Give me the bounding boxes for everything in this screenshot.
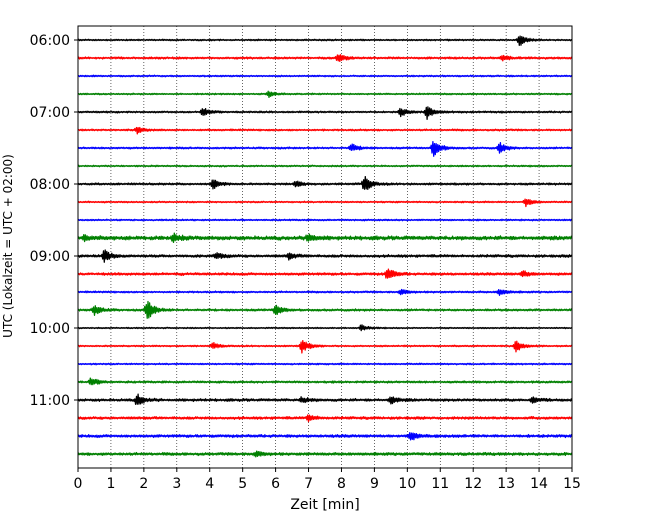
trace-line xyxy=(77,249,573,263)
y-tick-label: 07:00 xyxy=(30,105,70,121)
x-tick-label: 13 xyxy=(497,476,515,492)
x-axis-label: Zeit [min] xyxy=(290,497,359,513)
trace-line xyxy=(77,35,573,46)
x-tick-label: 0 xyxy=(74,476,83,492)
x-tick-label: 7 xyxy=(304,476,313,492)
x-tick-label: 12 xyxy=(464,476,482,492)
x-tick-label: 1 xyxy=(106,476,115,492)
trace-line xyxy=(77,324,573,332)
trace-line xyxy=(77,300,573,319)
trace-line xyxy=(77,288,573,296)
x-tick-label: 4 xyxy=(205,476,214,492)
trace-line xyxy=(77,450,573,458)
trace-line xyxy=(77,340,573,354)
trace-line xyxy=(77,432,573,441)
trace-line xyxy=(77,74,573,78)
trace-line xyxy=(77,90,573,99)
x-tick-label: 15 xyxy=(563,476,581,492)
y-axis-label: UTC (Lokalzeit = UTC + 02:00) xyxy=(1,154,15,338)
trace-line xyxy=(77,414,573,423)
y-tick-label: 08:00 xyxy=(30,177,70,193)
x-tick-label: 10 xyxy=(398,476,416,492)
x-tick-label: 14 xyxy=(530,476,548,492)
trace-line xyxy=(77,126,573,135)
trace-line xyxy=(77,175,573,190)
trace-line xyxy=(77,232,573,244)
trace-line xyxy=(77,377,573,386)
x-tick-label: 3 xyxy=(172,476,181,492)
trace-line xyxy=(77,268,573,279)
x-axis: 0 1 2 3 4 5 6 7 8 9 10 11 12 13 14 15 xyxy=(74,468,581,492)
trace-line xyxy=(77,198,573,208)
trace-line xyxy=(77,106,573,120)
x-tick-label: 6 xyxy=(271,476,280,492)
x-tick-label: 5 xyxy=(238,476,247,492)
trace-line xyxy=(77,362,573,366)
x-tick-label: 2 xyxy=(139,476,148,492)
x-tick-label: 11 xyxy=(431,476,449,492)
y-tick-label: 10:00 xyxy=(30,321,70,337)
trace-line xyxy=(77,54,573,63)
trace-line xyxy=(77,218,573,222)
y-axis: 06:00 07:00 08:00 09:00 10:00 11:00 xyxy=(30,33,78,409)
trace-group xyxy=(77,35,573,458)
trace-line xyxy=(77,393,573,405)
y-tick-label: 06:00 xyxy=(30,33,70,49)
plot-area xyxy=(78,26,572,468)
plot-frame xyxy=(77,25,573,469)
trace-line xyxy=(77,141,573,157)
trace-line xyxy=(77,164,573,168)
x-tick-label: 8 xyxy=(337,476,346,492)
x-tick-label: 9 xyxy=(370,476,379,492)
y-tick-label: 11:00 xyxy=(30,393,70,409)
y-tick-label: 09:00 xyxy=(30,249,70,265)
